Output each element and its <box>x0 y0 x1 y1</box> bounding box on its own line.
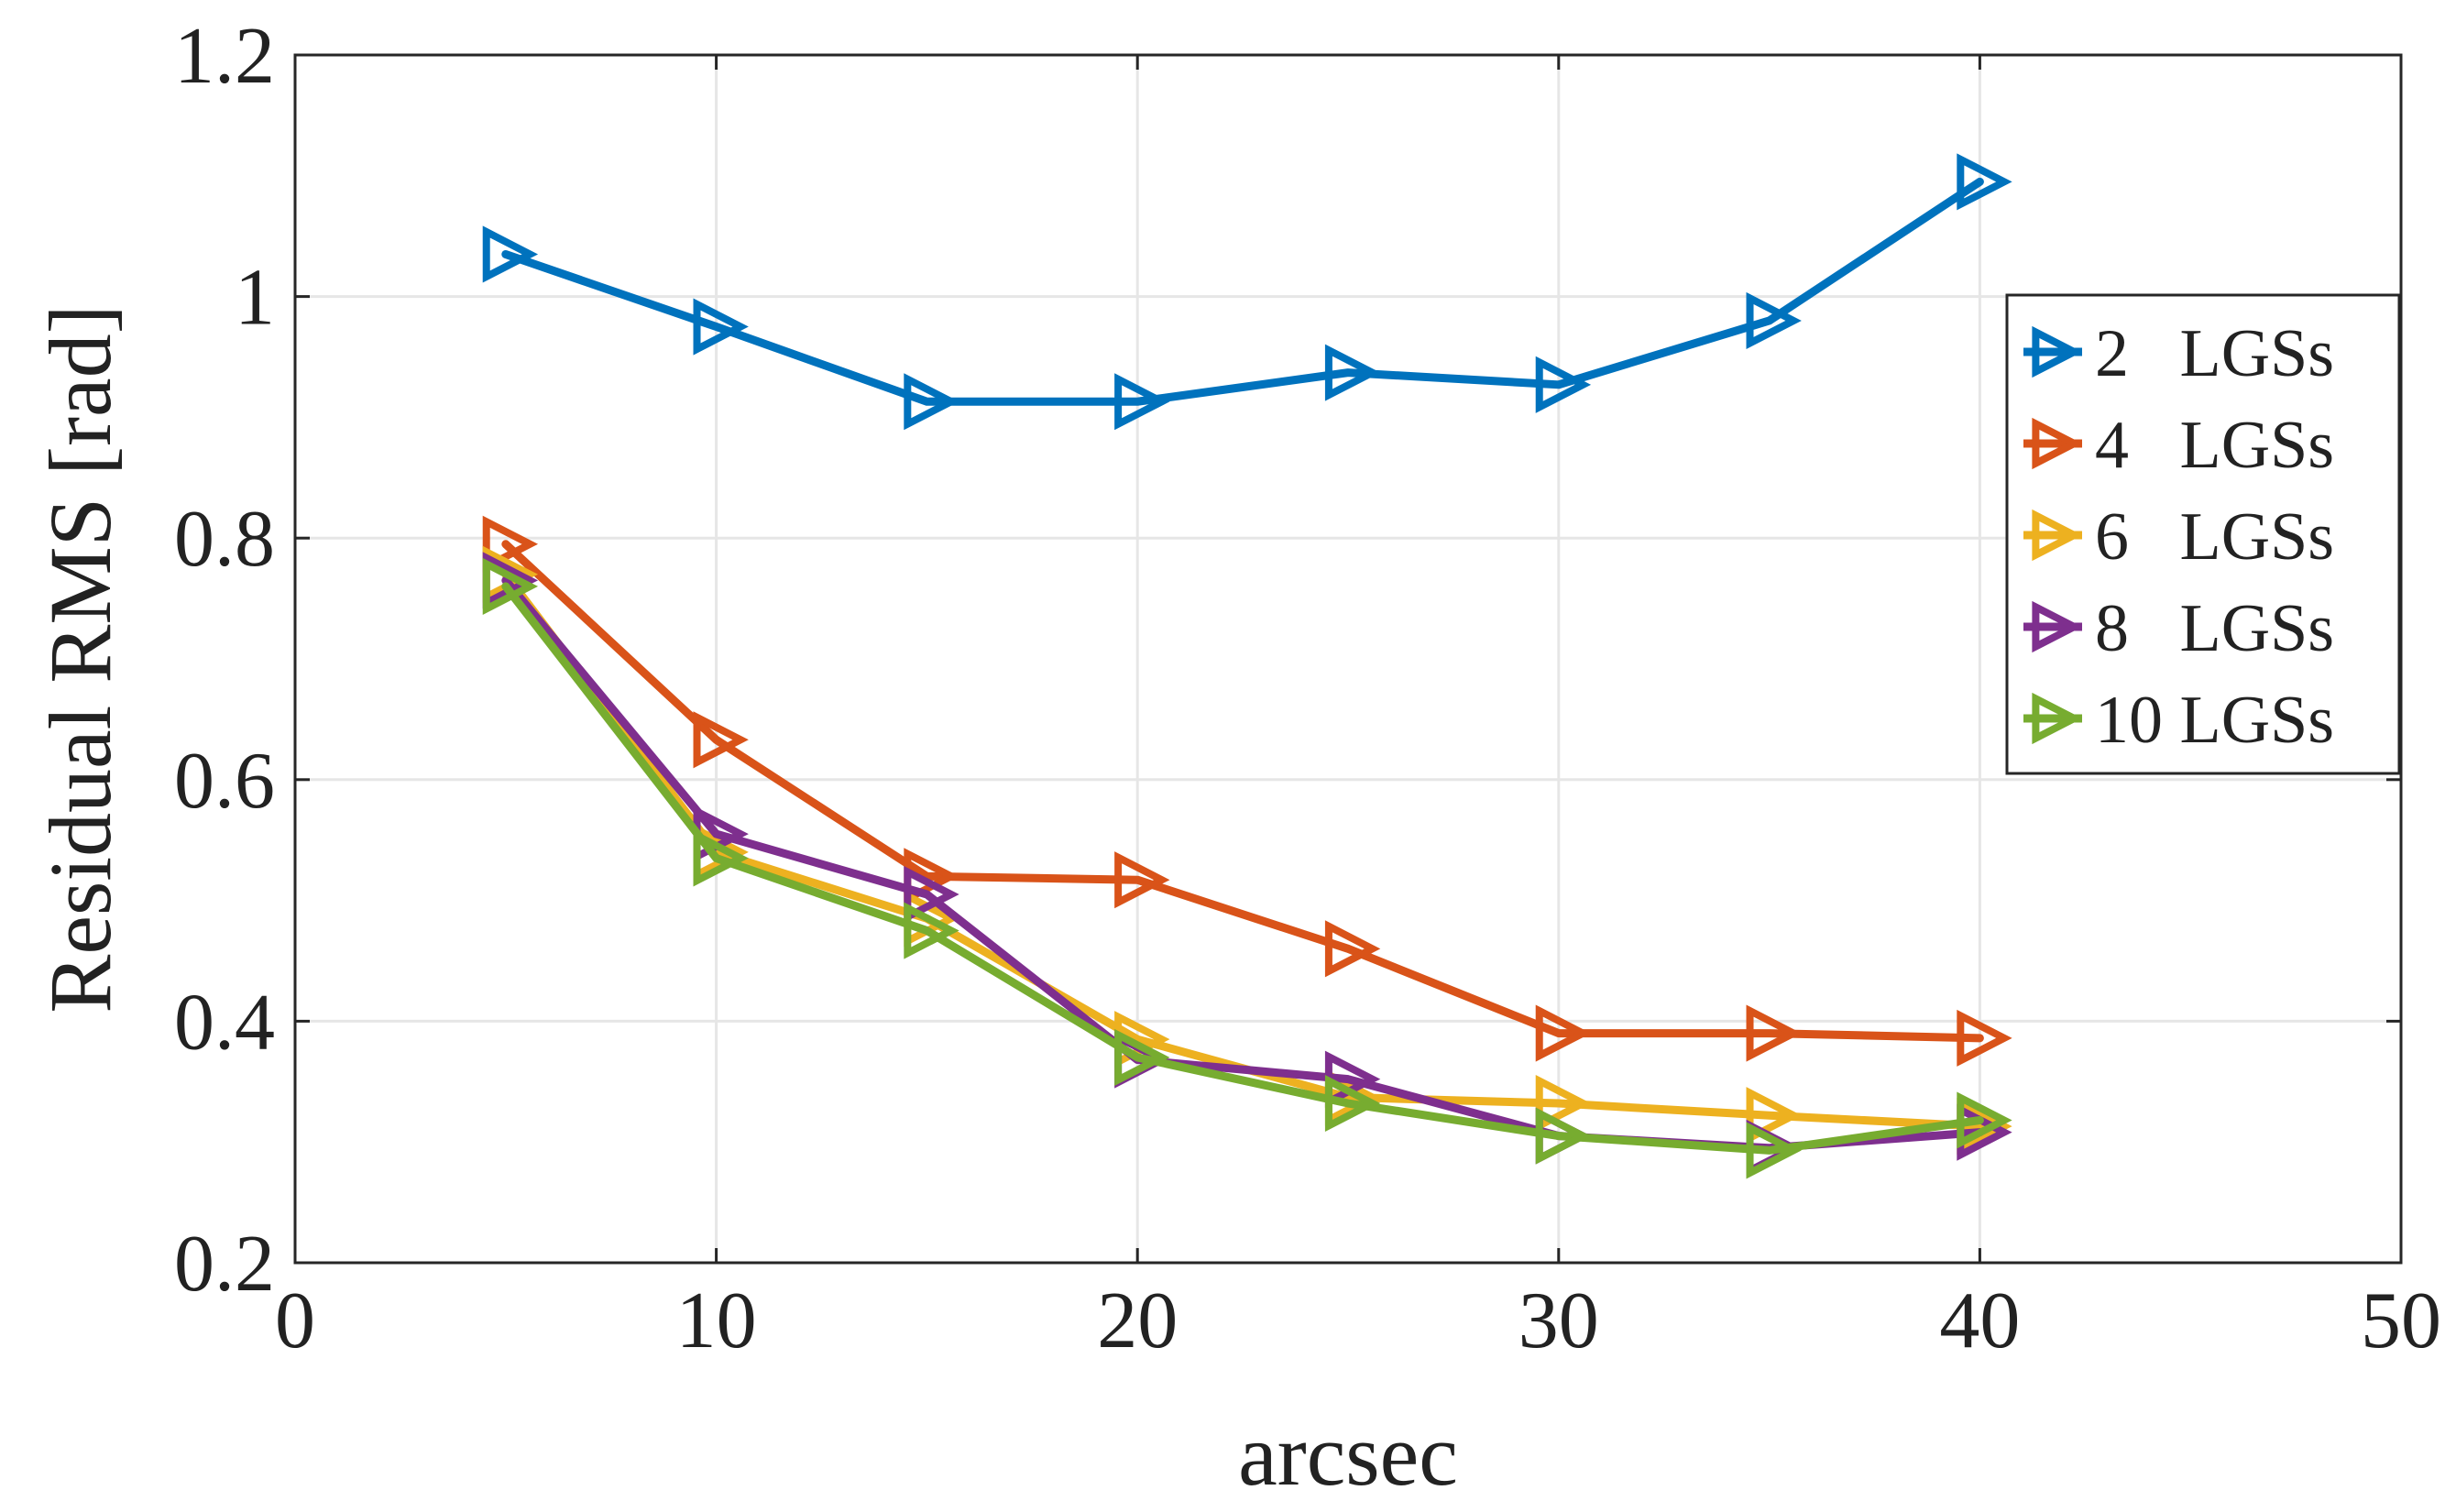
legend-label: 6 LGSs <box>2095 499 2334 575</box>
series-line <box>501 582 1984 1155</box>
series-1 <box>482 153 2012 431</box>
data-point-marker <box>1746 1004 1802 1062</box>
x-tick-label: 20 <box>1097 1276 1178 1365</box>
legend-entry: 8 LGSs <box>2023 591 2334 666</box>
plot-frame <box>293 53 2403 1265</box>
data-point-marker <box>1324 920 1381 978</box>
data-point-marker <box>482 515 539 573</box>
data-point-marker <box>1114 1028 1170 1086</box>
y-tick-label: 0.2 <box>174 1220 275 1309</box>
legend-entry: 2 LGSs <box>2023 316 2334 391</box>
data-point-marker <box>1957 1009 2012 1067</box>
grid <box>295 55 2401 1263</box>
legend-label: 10 LGSs <box>2095 683 2334 758</box>
y-tick-label: 1 <box>235 254 275 343</box>
legend-swatch-marker <box>2032 692 2083 745</box>
legend-label: 8 LGSs <box>2095 591 2334 666</box>
series-line <box>501 177 1984 406</box>
legend-label: 4 LGSs <box>2095 408 2334 483</box>
data-point-marker <box>1535 1004 1592 1062</box>
y-tick-label: 0.6 <box>174 737 275 826</box>
legend-swatch-marker <box>2032 509 2083 562</box>
series-group <box>482 153 2012 1179</box>
data-point-marker <box>1324 1074 1381 1133</box>
data-point-marker <box>693 298 749 356</box>
legend-entry: 6 LGSs <box>2023 499 2334 575</box>
data-point-marker <box>693 829 749 887</box>
legend-swatch-marker <box>2032 325 2083 378</box>
legend-entry: 4 LGSs <box>2023 408 2334 483</box>
x-tick-label: 40 <box>1939 1276 2020 1365</box>
data-point-marker <box>1535 1107 1592 1165</box>
y-tick-label: 0.8 <box>174 495 275 584</box>
legend-swatch-marker <box>2032 600 2083 653</box>
data-point-marker <box>482 225 539 283</box>
series-2 <box>482 515 2012 1067</box>
x-tick-label: 10 <box>676 1276 757 1365</box>
data-point-marker <box>904 865 959 924</box>
legend-entry: 10 LGSs <box>2023 683 2334 758</box>
data-point-marker <box>1746 1087 1802 1145</box>
series-line <box>501 540 1984 1043</box>
axes <box>293 53 2403 1265</box>
data-point-marker <box>693 711 749 769</box>
y-tick-label: 1.2 <box>174 12 275 101</box>
x-axis-label: arcsec <box>1238 1406 1458 1504</box>
tick-labels: 0 10 20 30 40 50 0.2 0.4 0.6 0.8 1 1.2 <box>174 12 2441 1365</box>
x-tick-label: 0 <box>275 1276 315 1365</box>
data-point-marker <box>904 373 959 431</box>
data-point-marker <box>1957 1091 2012 1149</box>
data-point-marker <box>1114 373 1170 431</box>
data-point-marker <box>1324 344 1381 401</box>
data-point-marker <box>1957 153 2012 211</box>
data-point-marker <box>1746 1122 1802 1179</box>
data-point-marker <box>482 557 539 615</box>
legend: 2 LGSs 4 LGSs 6 LGSs 8 LGSs 10 LGSs <box>2005 293 2401 775</box>
x-tick-label: 30 <box>1519 1276 1599 1365</box>
legend-label: 2 LGSs <box>2095 316 2334 391</box>
y-tick-label: 0.4 <box>174 978 275 1067</box>
legend-swatch-marker <box>2032 417 2083 470</box>
data-point-marker <box>904 902 959 959</box>
series-5 <box>482 557 2012 1179</box>
data-point-marker <box>1114 851 1170 909</box>
data-point-marker <box>1535 1074 1592 1133</box>
y-axis-label: Residual RMS [rad] <box>31 304 129 1013</box>
data-point-marker <box>1746 291 1802 349</box>
x-tick-label: 50 <box>2361 1276 2441 1365</box>
data-point-marker <box>1535 356 1592 413</box>
